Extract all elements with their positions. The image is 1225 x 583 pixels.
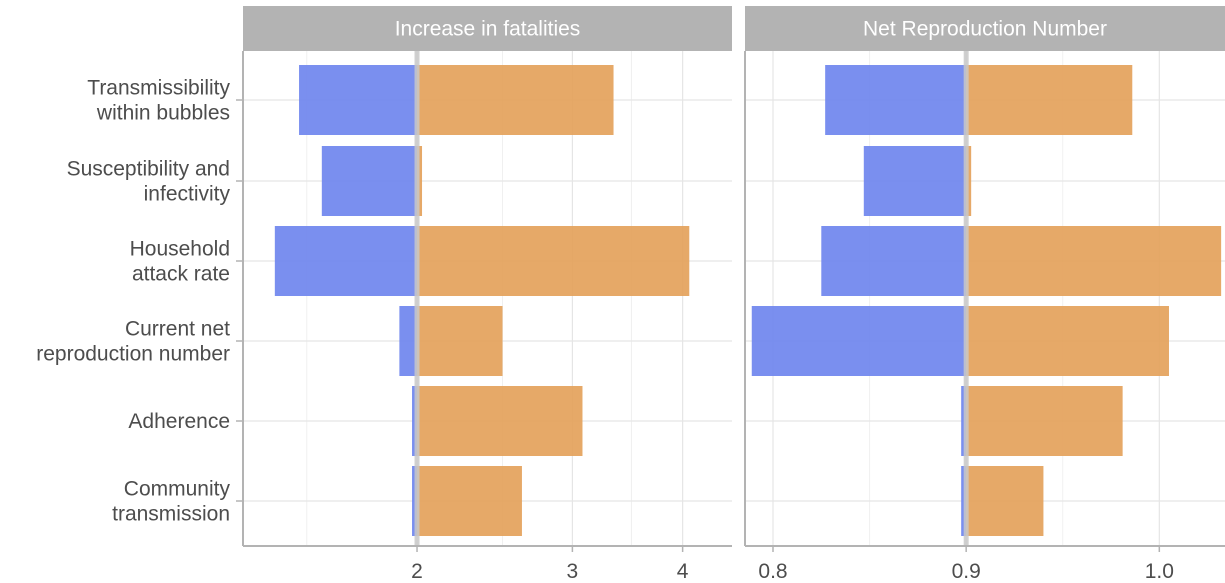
panel-title: Increase in fatalities — [395, 18, 581, 41]
category-label-line: Susceptibility and — [67, 158, 230, 181]
x-tick-label: 0.9 — [952, 560, 981, 583]
bar-high — [417, 226, 690, 296]
bar-high — [417, 65, 614, 135]
category-label: Community transmission — [112, 478, 230, 526]
bar-high — [417, 306, 503, 376]
category-label-line: Household — [130, 238, 230, 261]
x-tick-label: 2 — [411, 560, 423, 583]
panel-strip — [745, 6, 1225, 51]
category-label-line: Current net — [125, 318, 230, 341]
category-label-line: Community — [124, 478, 231, 501]
bar-high — [417, 466, 522, 536]
bar-high — [417, 386, 583, 456]
category-label: Transmissibility within bubbles — [87, 77, 230, 125]
category-label-line: within bubbles — [96, 102, 230, 125]
bar-high — [966, 226, 1222, 296]
bar-low — [863, 146, 967, 216]
bar-low — [825, 65, 967, 135]
bar-high — [966, 306, 1169, 376]
bar-low — [321, 146, 418, 216]
category-label-line: reproduction number — [36, 343, 230, 366]
panel-2: Net Reproduction Number 0.8 0.9 1.0 — [744, 6, 1225, 583]
category-label-line: Transmissibility — [87, 77, 230, 100]
panel-1: Increase in fatalities 2 3 4 — [242, 6, 732, 583]
bar-low — [299, 65, 418, 135]
bar-low — [821, 226, 967, 296]
bar-high — [966, 65, 1133, 135]
bar-low — [399, 306, 418, 376]
bar-high — [966, 386, 1123, 456]
bar-low — [274, 226, 418, 296]
category-label: Household attack rate — [130, 238, 230, 286]
x-tick-label: 0.8 — [758, 560, 787, 583]
category-label: Susceptibility and infectivity — [67, 158, 231, 206]
bar-high — [966, 466, 1044, 536]
panel-title: Net Reproduction Number — [863, 18, 1107, 41]
category-label-line: Adherence — [128, 410, 230, 433]
panel-strip — [243, 6, 732, 51]
category-label: Adherence — [128, 410, 230, 433]
x-tick-label: 3 — [567, 560, 579, 583]
category-label: Current net reproduction number — [36, 318, 230, 366]
x-tick-label: 4 — [677, 560, 689, 583]
category-label-line: transmission — [112, 503, 230, 526]
category-label-line: attack rate — [132, 263, 230, 286]
x-tick-label: 1.0 — [1145, 560, 1174, 583]
category-label-line: infectivity — [144, 183, 231, 206]
bar-low — [751, 306, 967, 376]
